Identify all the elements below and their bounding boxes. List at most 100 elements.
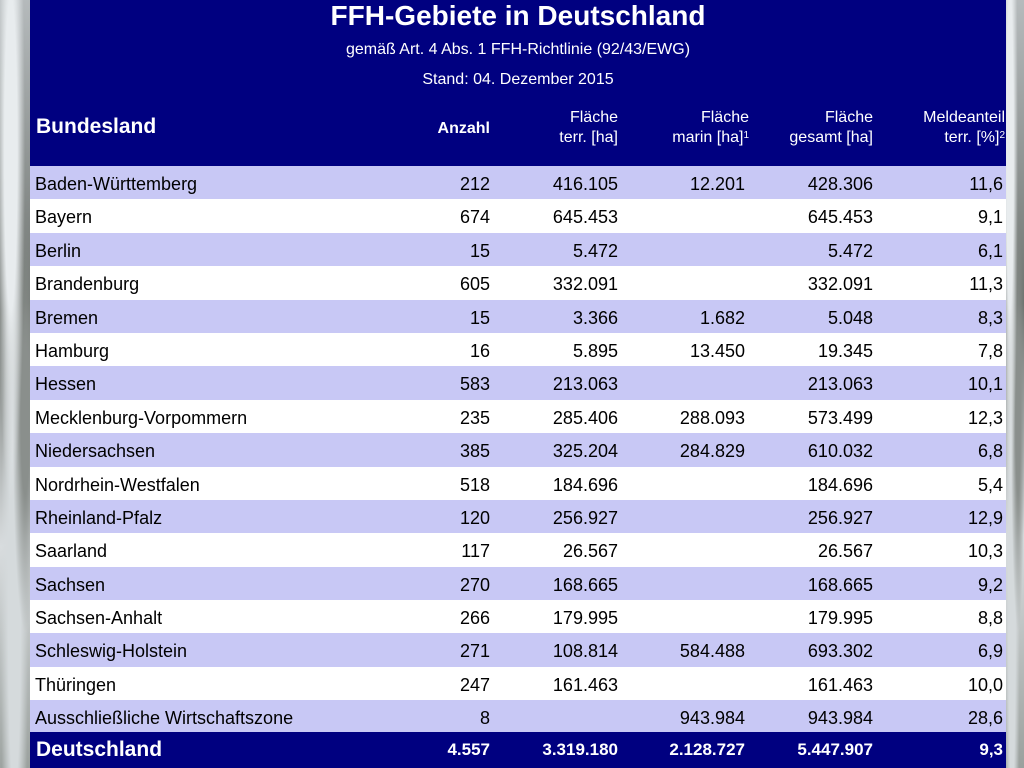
cell-flaeche-marin: 584.488 xyxy=(679,641,745,662)
page-title: FFH-Gebiete in Deutschland xyxy=(330,0,706,31)
cell-flaeche-terr xyxy=(520,700,618,733)
column-header-line: gesamt [ha] xyxy=(789,129,873,146)
total-flaeche-marin: 2.128.727 xyxy=(669,740,745,759)
total-bundesland: Deutschland xyxy=(36,738,163,761)
column-header-flaeche-marin: Fläche marin [ha]1 xyxy=(636,108,749,148)
cell-flaeche-gesamt: 213.063 xyxy=(807,374,873,395)
cell-flaeche-terr: 184.696 xyxy=(552,474,618,495)
cell-meldeanteil: 10,1 xyxy=(967,374,1003,395)
cell-bundesland: Sachsen xyxy=(35,574,106,595)
cell-anzahl: 16 xyxy=(469,340,490,361)
column-header-line: Fläche xyxy=(569,109,618,126)
cell-bundesland: Mecklenburg-Vorpommern xyxy=(35,407,248,428)
cell-flaeche-gesamt: 184.696 xyxy=(807,474,873,495)
column-header-line: Fläche xyxy=(700,109,749,126)
table-row: Berlin 15 5.472 5.472 6,1 xyxy=(30,232,1006,267)
cell-flaeche-gesamt: 26.567 xyxy=(817,541,873,562)
column-header-flaeche-terr: Fläche terr. [ha] xyxy=(520,108,618,148)
cell-flaeche-marin xyxy=(636,600,745,633)
cell-flaeche-gesamt: 5.048 xyxy=(827,307,873,328)
cell-bundesland: Nordrhein-Westfalen xyxy=(35,474,200,495)
table-row: Baden-Württemberg 212 416.105 12.201 428.306… xyxy=(30,166,1006,200)
total-flaeche-gesamt: 5.447.907 xyxy=(797,740,873,759)
table-header: FFH-Gebiete in Deutschland gemäß Art. 4 … xyxy=(30,0,1006,166)
table-row: Bayern 674 645.453 645.453 9,1 xyxy=(30,199,1006,233)
cell-flaeche-terr: 108.814 xyxy=(552,641,618,662)
cell-bundesland: Brandenburg xyxy=(35,274,140,295)
total-meldeanteil: 9,3 xyxy=(979,740,1003,759)
cell-anzahl: 674 xyxy=(459,207,490,228)
cell-anzahl: 15 xyxy=(469,307,490,328)
cell-flaeche-marin xyxy=(636,233,745,266)
cell-flaeche-terr: 5.472 xyxy=(572,240,618,261)
table-row: Sachsen 270 168.665 168.665 9,2 xyxy=(30,566,1006,601)
cell-flaeche-gesamt: 256.927 xyxy=(807,507,873,528)
column-header-meldeanteil: Meldeanteil terr. [%]2 xyxy=(890,108,1005,148)
cell-flaeche-gesamt: 332.091 xyxy=(807,274,873,295)
cell-flaeche-terr: 168.665 xyxy=(552,574,618,595)
cell-meldeanteil: 11,6 xyxy=(969,174,1003,194)
cell-bundesland: Saarland xyxy=(35,541,108,562)
cell-flaeche-marin xyxy=(636,667,745,700)
cell-bundesland: Ausschließliche Wirtschaftszone xyxy=(35,708,294,729)
table-row: Thüringen 247 161.463 161.463 10,0 xyxy=(30,666,1006,701)
cell-flaeche-marin xyxy=(636,567,745,600)
cell-flaeche-terr: 161.463 xyxy=(552,674,618,695)
cell-anzahl: 518 xyxy=(459,474,490,495)
cell-flaeche-gesamt: 179.995 xyxy=(807,608,873,629)
cell-anzahl: 385 xyxy=(459,441,490,462)
cell-meldeanteil: 6,8 xyxy=(977,441,1003,462)
table-row: Ausschließliche Wirtschaftszone 8 943.984 9… xyxy=(30,700,1006,734)
cell-flaeche-marin xyxy=(636,366,745,399)
cell-flaeche-terr: 645.453 xyxy=(552,207,618,228)
total-flaeche-terr: 3.319.180 xyxy=(542,740,618,759)
cell-bundesland: Thüringen xyxy=(35,674,117,695)
table-body: Baden-Württemberg 212 416.105 12.201 428.306… xyxy=(30,166,1006,734)
cell-bundesland: Niedersachsen xyxy=(35,441,156,462)
background-right xyxy=(1004,0,1024,768)
cell-meldeanteil: 12,3 xyxy=(967,407,1003,428)
cell-flaeche-gesamt: 610.032 xyxy=(807,441,873,462)
cell-flaeche-gesamt: 645.453 xyxy=(807,207,873,228)
total-row: Deutschland 4.557 3.319.180 2.128.727 5.… xyxy=(30,732,1006,768)
cell-flaeche-terr: 179.995 xyxy=(552,608,618,629)
cell-flaeche-marin: 288.093 xyxy=(679,407,745,428)
cell-meldeanteil: 6,9 xyxy=(977,641,1003,662)
cell-meldeanteil: 9,1 xyxy=(977,207,1003,228)
cell-anzahl: 117 xyxy=(461,541,490,562)
table-row: Hessen 583 213.063 213.063 10,1 xyxy=(30,366,1006,400)
table-row: Bremen 15 3.366 1.682 5.048 8,3 xyxy=(30,299,1006,333)
date-stand: Stand: 04. Dezember 2015 xyxy=(422,71,614,88)
table-row: Brandenburg 605 332.091 332.091 11,3 xyxy=(30,266,1006,300)
cell-flaeche-terr: 26.567 xyxy=(562,541,618,562)
cell-flaeche-marin: 943.984 xyxy=(679,708,745,729)
total-anzahl: 4.557 xyxy=(447,740,490,759)
cell-flaeche-marin xyxy=(636,199,745,232)
cell-anzahl: 266 xyxy=(459,608,490,629)
cell-flaeche-gesamt: 161.463 xyxy=(807,674,873,695)
column-header-line: terr. [ha] xyxy=(559,129,618,146)
column-header-line: marin [ha] xyxy=(672,129,744,146)
table-row: Schleswig-Holstein 271 108.814 584.488 693.3… xyxy=(30,633,1006,667)
cell-bundesland: Schleswig-Holstein xyxy=(35,641,188,662)
column-header-anzahl: Anzahl xyxy=(437,120,490,137)
cell-flaeche-terr: 213.063 xyxy=(552,374,618,395)
cell-flaeche-marin xyxy=(636,500,745,533)
cell-flaeche-gesamt: 19.345 xyxy=(817,340,873,361)
cell-flaeche-marin xyxy=(636,266,745,299)
cell-flaeche-terr: 256.927 xyxy=(552,507,618,528)
cell-meldeanteil: 28,6 xyxy=(967,708,1003,729)
cell-anzahl: 271 xyxy=(459,641,490,662)
cell-anzahl: 8 xyxy=(479,708,490,729)
cell-flaeche-marin: 13.450 xyxy=(689,340,745,361)
cell-bundesland: Baden-Württemberg xyxy=(35,174,198,194)
table-row: Hamburg 16 5.895 13.450 19.345 7,8 xyxy=(30,332,1006,367)
cell-bundesland: Rheinland-Pfalz xyxy=(35,507,163,528)
cell-flaeche-gesamt: 428.306 xyxy=(807,174,873,194)
cell-flaeche-marin: 1.682 xyxy=(699,307,745,328)
table-row: Rheinland-Pfalz 120 256.927 256.927 12,9 xyxy=(30,499,1006,534)
page-subtitle: gemäß Art. 4 Abs. 1 FFH-Richtlinie (92/4… xyxy=(345,41,691,58)
column-header-bundesland: Bundesland xyxy=(36,115,157,138)
cell-anzahl: 270 xyxy=(459,574,490,595)
cell-meldeanteil: 7,8 xyxy=(977,340,1003,361)
